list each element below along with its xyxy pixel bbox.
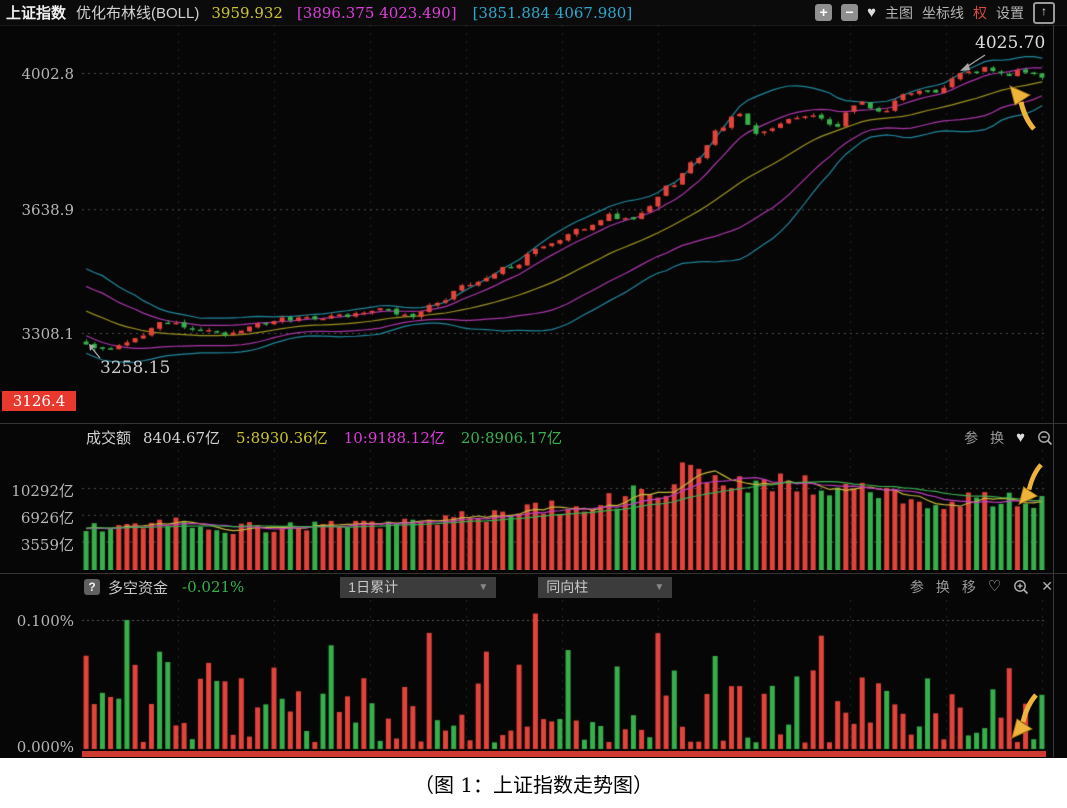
zoom-out-magnifier-icon[interactable]: [1037, 430, 1053, 446]
right-axis-border: [1053, 25, 1054, 757]
zoom-in-button[interactable]: +: [815, 4, 833, 21]
volume-ma10: 10:9188.12亿: [343, 429, 445, 447]
volume-toolbar: 参 换 ♥: [964, 425, 1053, 450]
panel-divider-2: [0, 573, 1067, 574]
main-ytick-1: 4002.8: [21, 65, 75, 83]
zoom-in-magnifier-icon[interactable]: [1013, 579, 1029, 595]
indicator-name: 优化布林线(BOLL): [76, 5, 200, 22]
boll-mid-value: 3959.932: [211, 3, 283, 22]
volume-switch-button[interactable]: 换: [990, 429, 1005, 446]
volume-ma5: 5:8930.36亿: [236, 429, 328, 447]
fund-flow-canvas[interactable]: [0, 600, 1067, 750]
fund-label: 多空资金: [108, 579, 169, 597]
chevron-down-icon: ▼: [478, 581, 489, 593]
fund-ytick-top: 0.100%: [16, 612, 74, 630]
chevron-down-icon: ▼: [654, 581, 665, 593]
fund-favorite-icon[interactable]: ♡: [987, 578, 1002, 595]
fund-header: ? 多空资金 -0.021% 1日累计 ▼ 同向柱 ▼ 参 换 移 ♡: [0, 574, 1067, 600]
volume-header: 成交额 8404.67亿 5:8930.36亿 10:9188.12亿 20:8…: [0, 425, 1067, 450]
caption-text: （图 1：上证指数走势图）: [413, 772, 654, 797]
favorite-icon[interactable]: ♥: [867, 4, 876, 21]
bull-bear-strip: [82, 751, 1046, 757]
volume-favorite-icon[interactable]: ♥: [1016, 429, 1025, 446]
chart-header: 上证指数 优化布林线(BOLL) 3959.932 [3896.375 4023…: [0, 0, 1067, 26]
low-annotation: 3258.15: [100, 358, 171, 378]
main-ytick-2: 3638.9: [21, 201, 75, 219]
vol-ytick-3: 3559亿: [20, 536, 74, 554]
help-icon[interactable]: ?: [84, 579, 100, 595]
volume-label: 成交额: [86, 430, 132, 447]
stock-chart-app: 上证指数 优化布林线(BOLL) 3959.932 [3896.375 4023…: [0, 0, 1067, 760]
main-ytick-3: 3308.1: [21, 325, 75, 343]
period-dropdown-value: 1日累计: [348, 578, 399, 595]
main-chart-menu[interactable]: 主图: [885, 4, 913, 21]
fund-value: -0.021%: [182, 578, 245, 596]
style-dropdown[interactable]: 同向柱 ▼: [538, 576, 673, 598]
fund-move-button[interactable]: 移: [961, 578, 976, 595]
volume-param-button[interactable]: 参: [964, 429, 979, 446]
high-annotation: 4025.70: [975, 33, 1046, 53]
export-icon[interactable]: ↑: [1033, 1, 1055, 24]
volume-ma20: 20:8906.17亿: [460, 429, 563, 447]
min-price-badge: 3126.4: [2, 391, 76, 411]
style-dropdown-value: 同向柱: [546, 578, 589, 595]
header-toolbar: + − ♥ 主图 坐标线 权 设置 ↑: [815, 0, 1055, 25]
settings-menu[interactable]: 设置: [996, 4, 1024, 21]
volume-value: 8404.67亿: [143, 429, 221, 447]
axis-lines-menu[interactable]: 坐标线: [922, 4, 964, 21]
candlestick-canvas[interactable]: [0, 25, 1067, 423]
index-title: 上证指数: [6, 5, 67, 22]
close-icon[interactable]: ✕: [1041, 578, 1053, 594]
fund-toolbar: 参 换 移 ♡ ✕: [910, 574, 1053, 599]
vol-ytick-1: 10292亿: [11, 482, 74, 500]
volume-canvas[interactable]: [0, 450, 1067, 570]
fund-ytick-bottom: 0.000%: [16, 738, 74, 756]
fund-param-button[interactable]: 参: [909, 578, 924, 595]
rights-adjust-menu[interactable]: 权: [973, 4, 987, 21]
vol-ytick-2: 6926亿: [20, 509, 74, 527]
panel-divider-1: [0, 423, 1067, 424]
boll-outer-values: [3851.884 4067.980]: [472, 3, 633, 22]
zoom-out-button[interactable]: −: [841, 4, 859, 21]
boll-inner-values: [3896.375 4023.490]: [296, 3, 457, 22]
fund-switch-button[interactable]: 换: [935, 578, 950, 595]
figure-caption: （图 1：上证指数走势图）: [0, 758, 1067, 808]
period-dropdown[interactable]: 1日累计 ▼: [340, 576, 497, 598]
